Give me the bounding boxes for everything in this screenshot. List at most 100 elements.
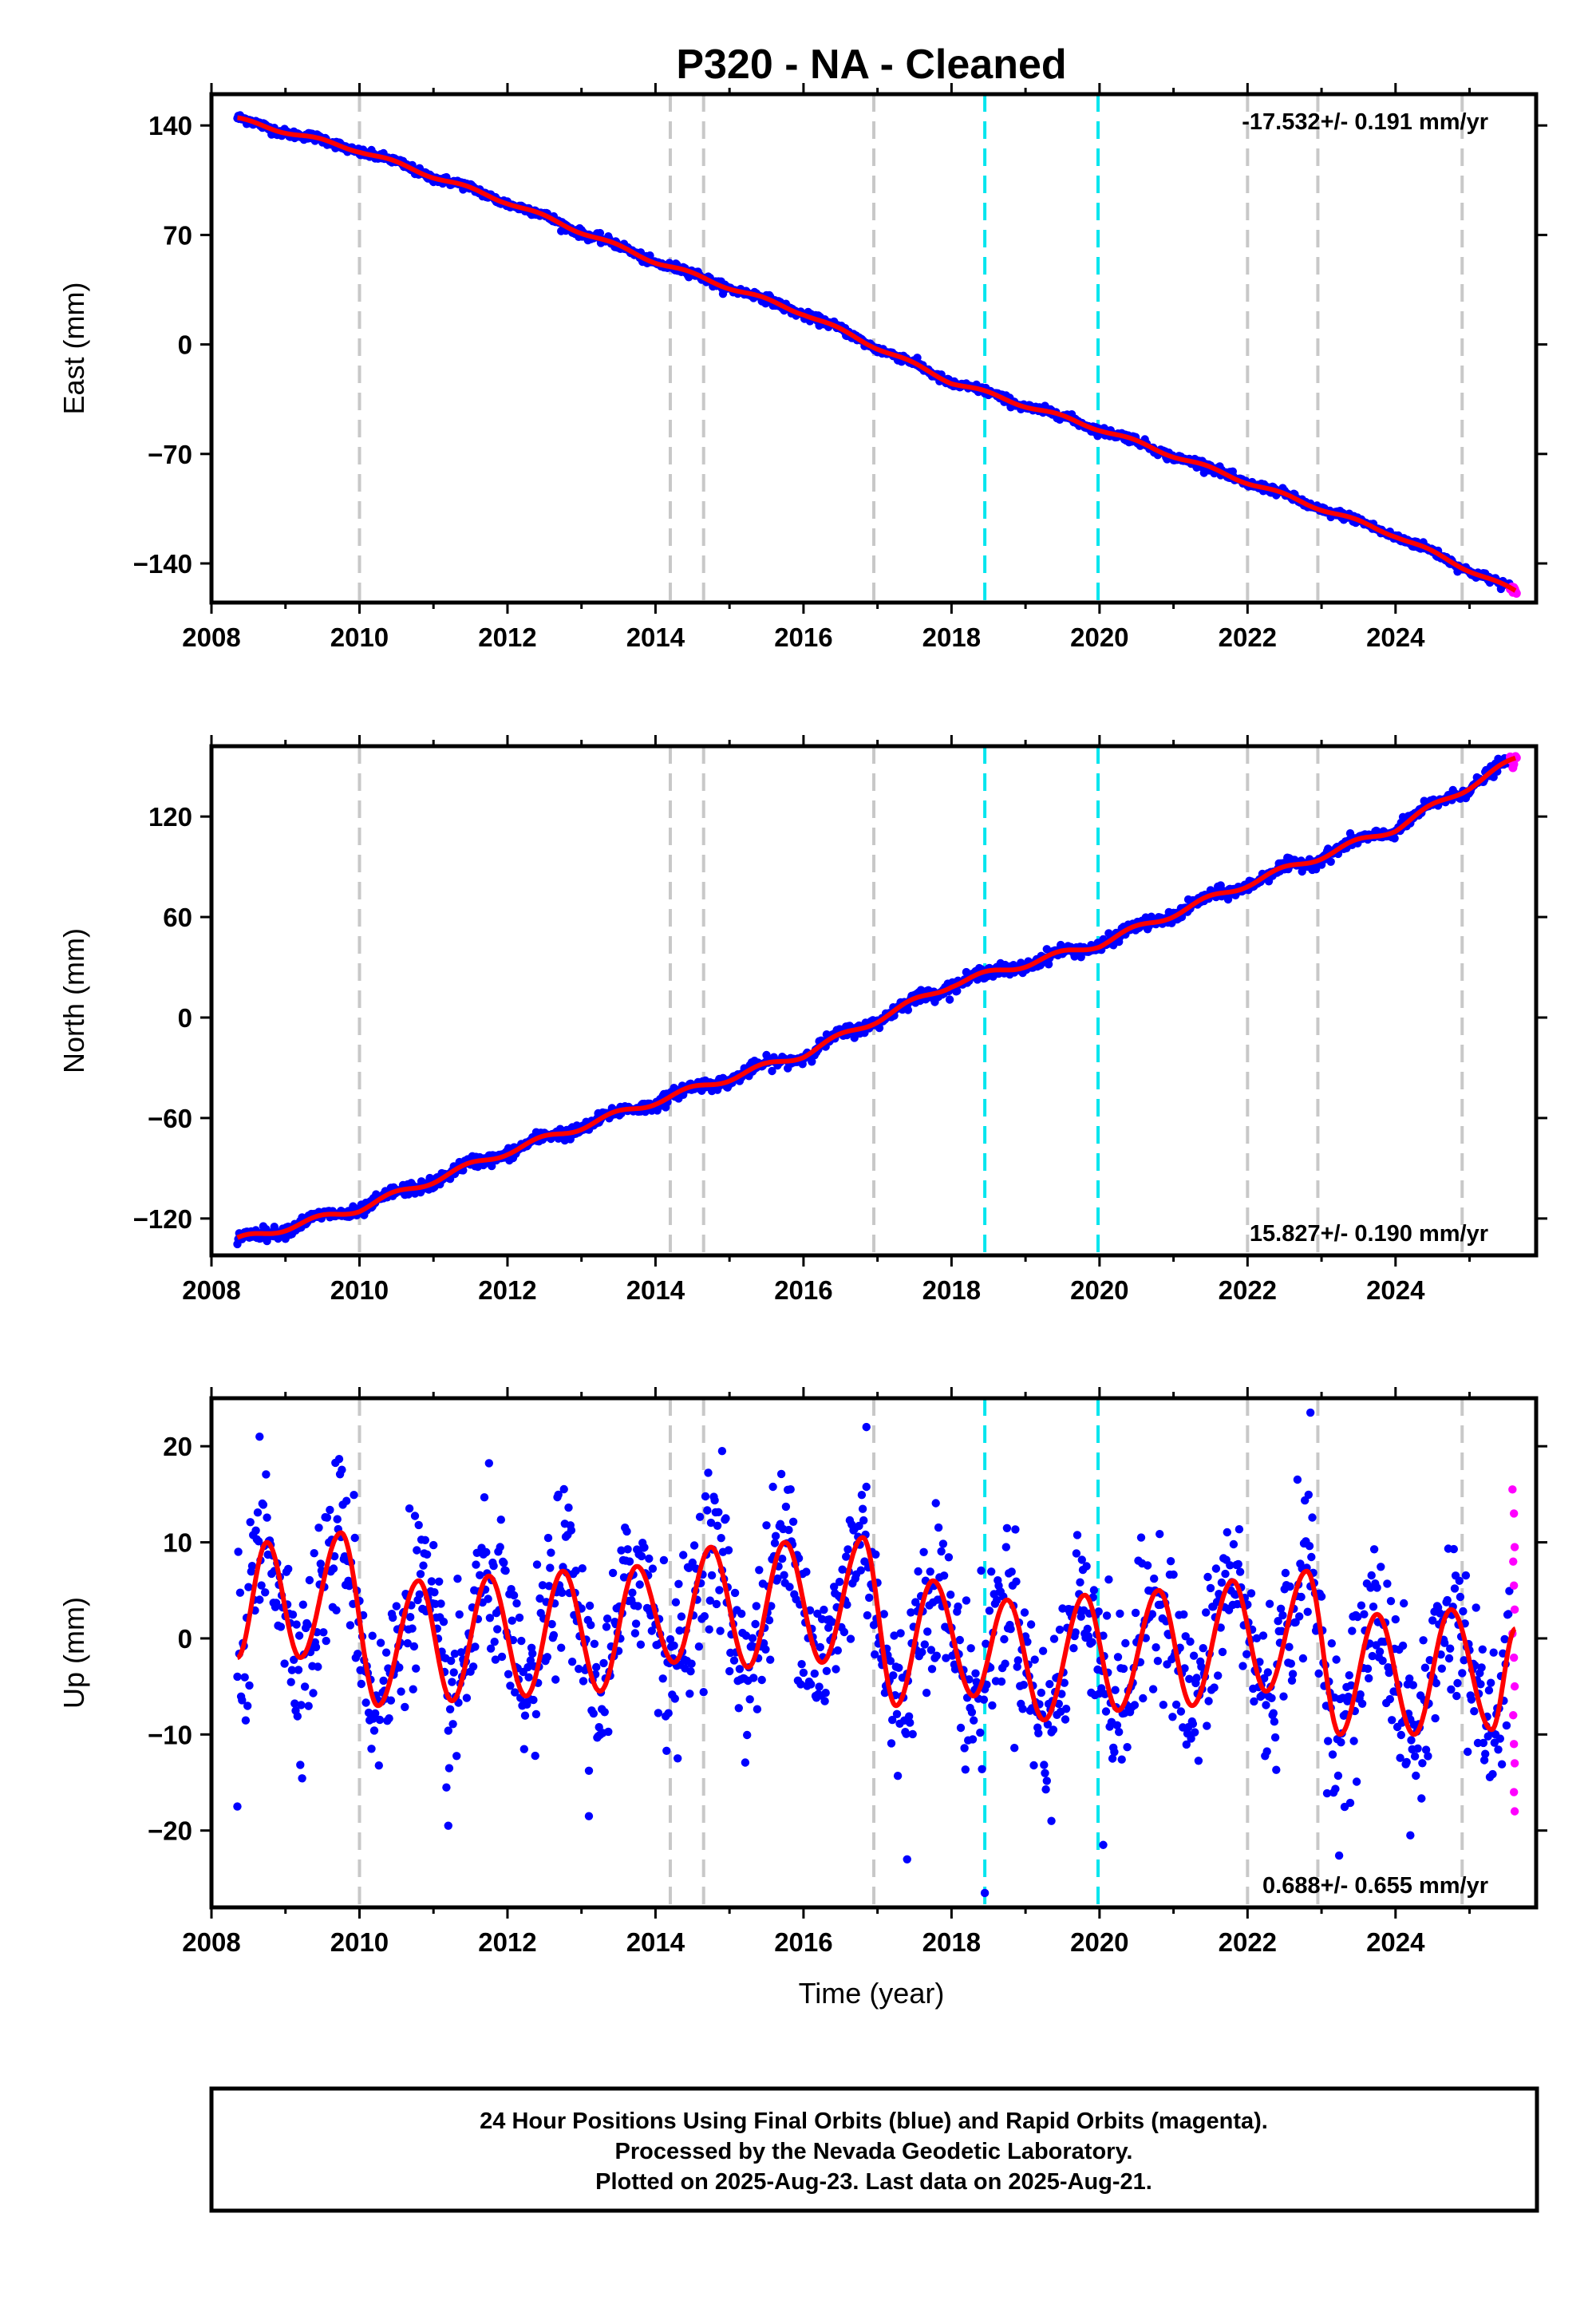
data-point [954,1602,962,1611]
data-point [604,1727,613,1737]
data-point [408,1624,417,1633]
data-point [1235,1525,1244,1534]
data-point [1377,1563,1385,1571]
data-point [462,1694,472,1702]
rapid-point [1509,1509,1519,1518]
data-point [664,1709,673,1717]
data-point [1192,1674,1201,1682]
data-point [1420,1663,1430,1672]
data-point [1327,1639,1337,1648]
x-tick-label: 2014 [626,622,685,652]
data-point [292,1620,301,1629]
rapid-point [1510,1543,1519,1551]
data-point [749,1674,758,1682]
data-point [1049,1634,1059,1643]
data-point [1333,1771,1343,1780]
data-point [595,228,605,238]
data-point [244,1583,253,1591]
data-point [712,1599,721,1609]
data-point [1235,1567,1245,1576]
data-point [263,1513,271,1522]
data-point [988,1701,997,1710]
data-point [729,1656,739,1665]
data-point [700,1612,709,1621]
data-point [970,1716,978,1725]
data-point [1303,1607,1312,1616]
data-point [1293,1475,1302,1484]
data-point [1218,1647,1227,1657]
data-point [468,1662,478,1671]
data-point [1000,1634,1009,1644]
data-point [259,1500,268,1509]
data-point [1136,1533,1146,1542]
data-point [919,1547,928,1557]
data-point [955,1635,965,1645]
data-point [1410,1752,1420,1761]
data-point [501,1566,510,1575]
data-point [305,1575,314,1585]
data-point [590,1639,599,1648]
data-point [1040,1761,1049,1769]
data-point [1357,1601,1366,1610]
data-point [788,1517,798,1527]
data-point [1189,1651,1199,1660]
data-point [1407,1736,1416,1745]
data-point [634,1602,642,1611]
data-point [1391,1614,1400,1624]
data-point [1143,1561,1152,1570]
data-point [531,1751,539,1761]
data-point [310,1549,318,1558]
data-point [1396,1730,1406,1740]
data-point [997,1677,1006,1686]
data-point [835,1577,844,1587]
data-point [1210,1683,1219,1692]
data-point [241,1716,251,1725]
data-point [375,1715,385,1725]
data-point [1099,1840,1108,1849]
data-point [724,1546,733,1555]
data-point [1002,1524,1012,1533]
data-point [1191,1728,1199,1737]
data-point [447,1656,456,1666]
data-point [1159,1701,1168,1709]
data-point [1179,1610,1188,1619]
y-axis-label: Up (mm) [57,1597,90,1709]
data-point [429,1540,438,1550]
data-point [716,1626,725,1635]
data-point [863,1611,872,1620]
data-point [298,1600,307,1609]
data-point [903,1006,913,1014]
data-point [1487,1678,1495,1687]
data-point [374,1761,383,1770]
rapid-point [1508,1485,1517,1494]
data-point [960,1744,969,1753]
data-point [757,1675,766,1685]
data-point [584,1766,594,1775]
data-point [741,1758,750,1767]
data-point [493,1625,502,1634]
data-point [1076,1578,1084,1587]
y-tick-label: 20 [163,1432,192,1461]
x-tick-label: 2022 [1219,1275,1277,1305]
data-point [939,1571,949,1580]
x-tick-label: 2018 [922,622,981,652]
data-point [1331,1784,1340,1793]
data-point [918,1648,926,1657]
data-point [687,1659,696,1668]
data-point [1297,1592,1306,1602]
data-point [245,1681,254,1690]
data-point [405,1504,414,1513]
data-point [453,1575,462,1583]
data-point [529,1695,538,1705]
data-point [622,1527,631,1536]
data-point [980,1888,990,1898]
data-point [857,1491,867,1500]
data-point [512,1599,521,1608]
velocity-label: -17.532+/- 0.191 mm/yr [1242,109,1488,135]
data-point [914,1567,922,1576]
data-point [480,1493,489,1502]
data-point [705,1625,713,1634]
data-point [1272,1765,1281,1774]
data-point [442,1783,451,1792]
data-point [280,1659,289,1668]
